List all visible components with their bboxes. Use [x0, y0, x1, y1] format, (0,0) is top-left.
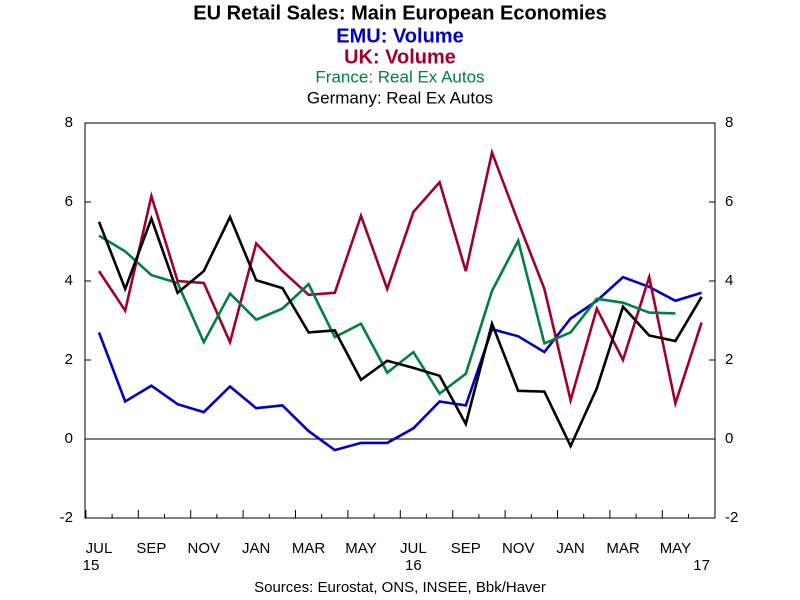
y2-tick-label: 6	[725, 193, 733, 210]
series-line	[98, 234, 676, 396]
y2-tick-label: 0	[725, 430, 733, 447]
x-tick-label: JAN	[242, 540, 270, 557]
series-line	[97, 213, 703, 450]
x-tick-label: NOV	[502, 540, 535, 557]
x-tick-label: MAY	[660, 540, 691, 557]
x-tick-label: MAR	[606, 540, 640, 557]
y-tick-label: 2	[65, 351, 73, 368]
y-tick-label: 0	[65, 430, 73, 447]
series-line	[97, 148, 703, 409]
y-tick-label: 4	[65, 272, 73, 289]
legend-title: Germany: Real Ex Autos	[307, 88, 493, 107]
x-tick-label: MAY	[345, 540, 376, 557]
legend-title: France: Real Ex Autos	[315, 67, 484, 86]
chart-title: EU Retail Sales: Main European Economies	[193, 2, 606, 24]
y-tick-label: 8	[65, 114, 73, 131]
x-tick-label: JUL	[400, 540, 427, 557]
x-year-label: 16	[405, 557, 422, 574]
plot-area	[84, 122, 716, 519]
y-tick-label: 6	[65, 193, 73, 210]
y2-tick-label: 8	[725, 114, 733, 131]
x-tick-label: SEP	[136, 540, 166, 557]
x-year-label: 15	[83, 557, 100, 574]
x-tick-label: JAN	[556, 540, 584, 557]
legend-title: UK: Volume	[344, 46, 456, 68]
x-tick-label: SEP	[451, 540, 481, 557]
x-tick-label: NOV	[188, 540, 221, 557]
source-note: Sources: Eurostat, ONS, INSEE, Bbk/Haver	[254, 579, 546, 596]
x-tick-label: MAR	[292, 540, 326, 557]
y2-tick-label: -2	[725, 509, 738, 526]
x-year-label: 17	[693, 557, 710, 574]
y2-tick-label: 4	[725, 272, 733, 289]
y2-tick-label: 2	[725, 351, 733, 368]
x-tick-label: JUL	[86, 540, 113, 557]
series-line	[97, 275, 702, 452]
y-tick-label: -2	[60, 509, 73, 526]
legend-title: EMU: Volume	[336, 25, 463, 47]
